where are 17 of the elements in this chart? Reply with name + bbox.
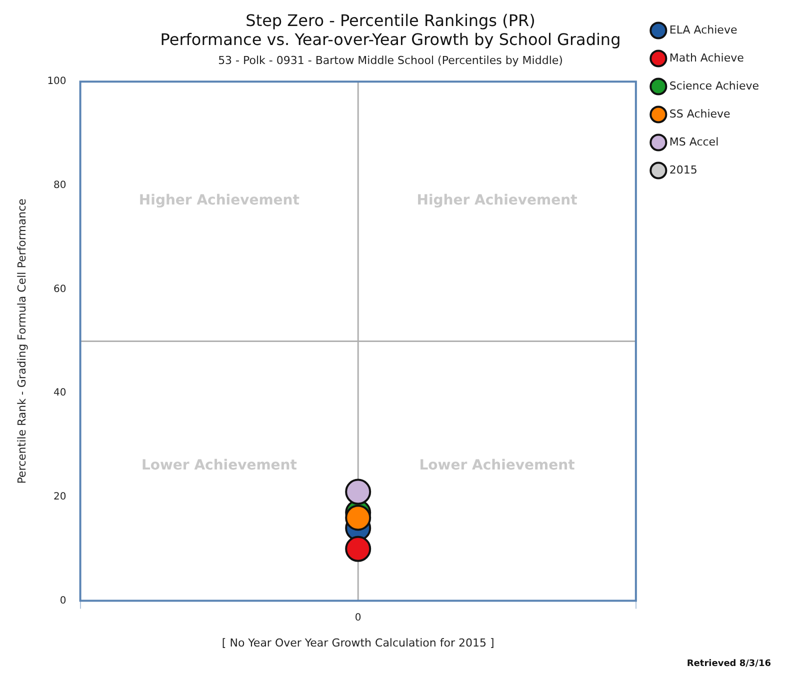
y-tick-label: 20 xyxy=(54,492,66,503)
x-axis-title: [ No Year Over Year Growth Calculation for 2015 ] xyxy=(222,636,494,650)
chart-subtitle: 53 - Polk - 0931 - Bartow Middle School (Percentiles by Middle) xyxy=(218,54,563,67)
y-tick-label: 0 xyxy=(60,595,66,606)
text: Retrieved 8/3/16 xyxy=(686,658,771,669)
y-tick-label: 80 xyxy=(54,180,66,192)
legend-label: MS Accel xyxy=(669,135,719,148)
y-tick-label: 100 xyxy=(47,76,66,88)
legend-label: Math Achieve xyxy=(669,51,744,64)
legend-label: ELA Achieve xyxy=(669,23,738,36)
y-tick-label: 40 xyxy=(54,388,66,399)
legend-label: SS Achieve xyxy=(669,107,731,120)
y-tick-label: 60 xyxy=(54,284,66,295)
legend-label: Science Achieve xyxy=(669,79,760,92)
chart-title: Step Zero - Percentile Rankings (PR) Performance vs. Year-over-Year Growth by School Grading xyxy=(160,10,621,49)
y-axis-title: Percentile Rank - Grading Formula Cell Performance xyxy=(15,198,28,484)
legend-label: 2015 xyxy=(669,163,698,176)
